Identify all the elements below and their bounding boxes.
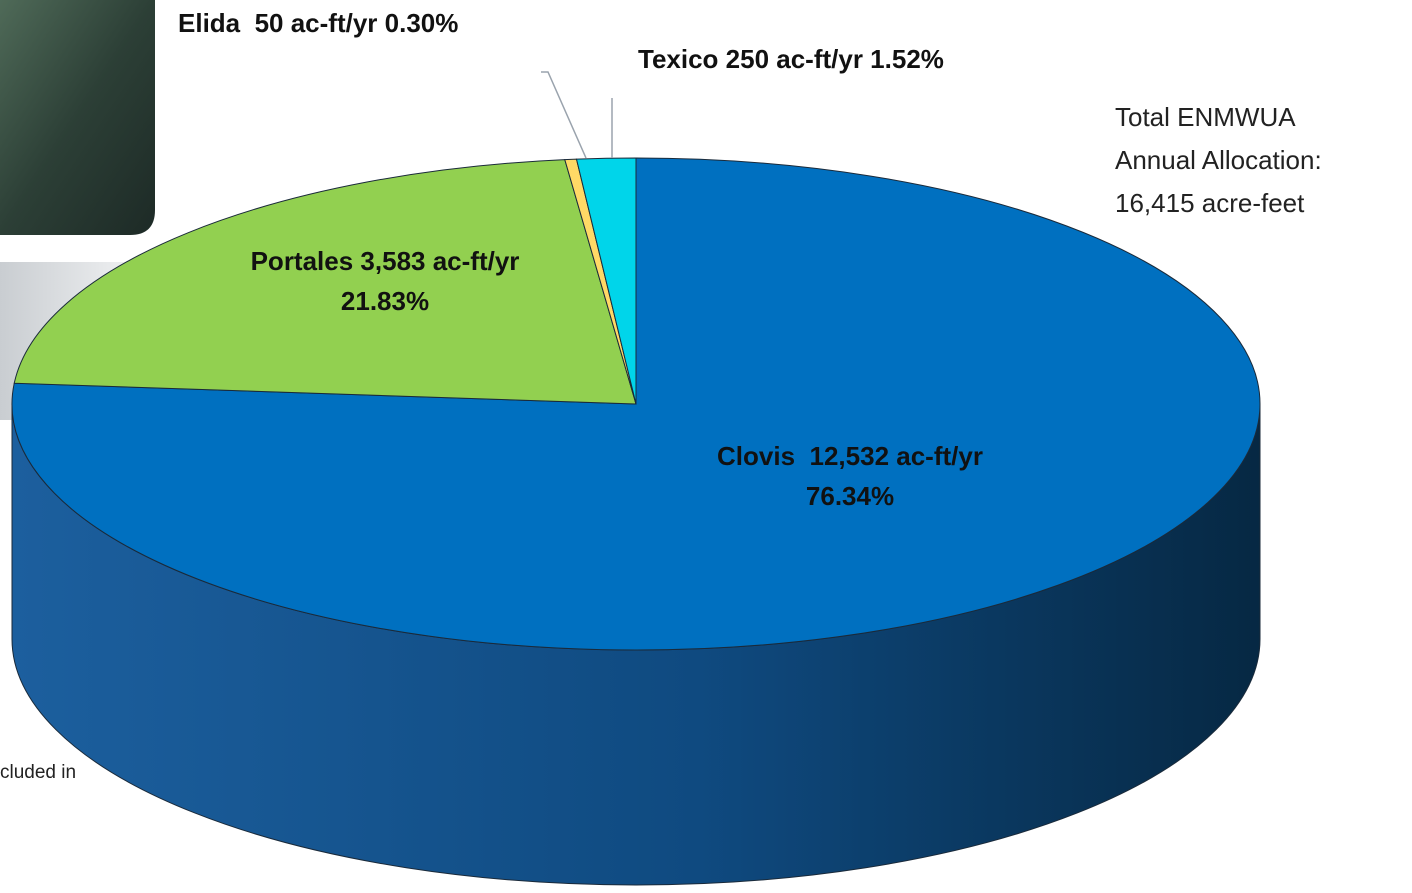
footnote: cluded in	[0, 762, 76, 784]
leader-line	[541, 72, 586, 158]
photo	[0, 0, 155, 235]
annotation-line: Total ENMWUA	[1115, 96, 1322, 139]
annotation-line: Annual Allocation:	[1115, 139, 1322, 182]
data-label: Portales 3,583 ac-ft/yr 21.83%	[235, 241, 535, 321]
pie	[12, 158, 1260, 885]
data-label: Elida 50 ac-ft/yr 0.30%	[178, 3, 458, 43]
annotation-line: 16,415 acre-feet	[1115, 182, 1322, 225]
data-label: Texico 250 ac-ft/yr 1.52%	[638, 39, 944, 79]
annotation: Total ENMWUA Annual Allocation: 16,415 a…	[1115, 96, 1322, 225]
slide: Total ENMWUA Annual Allocation: 16,415 a…	[0, 0, 1412, 893]
data-label: Clovis 12,532 ac-ft/yr 76.34%	[700, 436, 1000, 516]
